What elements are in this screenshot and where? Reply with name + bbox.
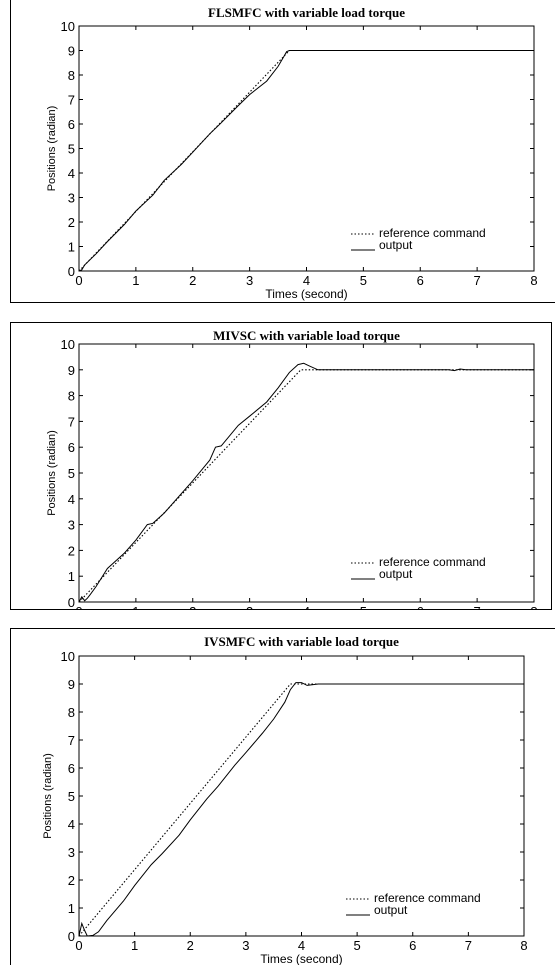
x-tick-label: 1 (131, 938, 138, 953)
x-axis-label: Times (second) (260, 952, 342, 965)
y-tick-label: 10 (61, 337, 75, 352)
y-tick-label: 0 (68, 929, 75, 944)
y-tick-label: 7 (68, 93, 75, 108)
chart-title: IVSMFC with variable load torque (204, 634, 399, 649)
legend-label: output (379, 567, 413, 581)
x-tick-label: 0 (75, 938, 82, 953)
chart-mivsc-panel: MIVSC with variable load torque 0 1 2 3 4 5 6 7 8… (10, 322, 552, 610)
x-tick-label: 5 (360, 604, 367, 609)
x-tick-label: 4 (298, 938, 305, 953)
y-tick-label: 10 (61, 19, 75, 34)
y-tick-label: 4 (68, 492, 75, 507)
y-axis-label: Positions (radian) (46, 430, 58, 516)
x-tick-label: 5 (360, 273, 367, 288)
y-tick-label: 5 (68, 466, 75, 481)
y-tick-label: 3 (68, 191, 75, 206)
series-line-output (78, 50, 534, 272)
y-tick-label: 9 (68, 44, 75, 59)
legend-label: output (374, 903, 408, 917)
y-tick-label: 0 (68, 264, 75, 279)
y-tick-label: 2 (68, 873, 75, 888)
x-tick-label: 7 (474, 273, 481, 288)
y-tick-label: 4 (68, 166, 75, 181)
x-tick-label: 6 (409, 938, 416, 953)
y-axis-label: Positions (radian) (46, 106, 58, 192)
chart-mivsc: MIVSC with variable load torque 0 1 2 3 4 5 6 7 8… (46, 328, 538, 609)
x-tick-label: 2 (189, 273, 196, 288)
x-tick-label: 0 (75, 273, 82, 288)
y-tick-label: 1 (68, 901, 75, 916)
y-tick-label: 6 (68, 440, 75, 455)
chart-title: FLSMFC with variable load torque (208, 5, 405, 20)
x-tick-label: 7 (465, 938, 472, 953)
y-tick-label: 6 (68, 117, 75, 132)
legend-label: reference command (379, 555, 486, 569)
x-tick-label: 3 (242, 938, 249, 953)
y-tick-label: 8 (68, 705, 75, 720)
x-tick-label: 8 (530, 273, 537, 288)
x-tick-label: 8 (530, 604, 537, 609)
y-tick-label: 3 (68, 845, 75, 860)
y-tick-label: 4 (68, 817, 75, 832)
y-axis-label: Positions (radian) (42, 753, 54, 839)
y-tick-label: 8 (68, 389, 75, 404)
series-line-reference (78, 683, 524, 937)
y-tick-label: 5 (68, 142, 75, 157)
x-tick-label: 6 (417, 604, 424, 609)
y-tick-label: 9 (68, 363, 75, 378)
y-tick-label: 6 (68, 761, 75, 776)
x-tick-label: 1 (132, 604, 139, 609)
y-tick-label: 2 (68, 215, 75, 230)
series-line-output (78, 682, 524, 937)
x-tick-label: 4 (303, 273, 310, 288)
y-tick-label: 7 (68, 414, 75, 429)
x-tick-label: 6 (417, 273, 424, 288)
x-tick-label: 5 (354, 938, 361, 953)
x-tick-label: 7 (474, 604, 481, 609)
y-tick-label: 0 (68, 595, 75, 609)
legend-label: output (379, 238, 413, 252)
x-tick-label: 4 (303, 604, 310, 609)
x-tick-label: 2 (187, 938, 194, 953)
y-tick-label: 2 (68, 543, 75, 558)
y-tick-label: 9 (68, 677, 75, 692)
chart-flsmfc: FLSMFC with variable load torque 0 1 2 3 4 5 6 7… (46, 5, 538, 301)
legend-label: reference command (374, 891, 481, 905)
chart-ivsmfc-panel: IVSMFC with variable load torque 0 1 2 3 4 5 6 7… (10, 628, 555, 965)
chart-title: MIVSC with variable load torque (213, 328, 400, 343)
y-tick-label: 3 (68, 518, 75, 533)
chart-flsmfc-panel: FLSMFC with variable load torque 0 1 2 3 4 5 6 7… (10, 0, 555, 303)
x-tick-label: 3 (246, 604, 253, 609)
y-tick-label: 8 (68, 68, 75, 83)
series-line-output (78, 362, 534, 603)
x-tick-label: 3 (246, 273, 253, 288)
y-tick-label: 5 (68, 789, 75, 804)
y-tick-label: 1 (68, 240, 75, 255)
x-tick-label: 2 (189, 604, 196, 609)
y-tick-label: 10 (61, 649, 75, 664)
chart-ivsmfc: IVSMFC with variable load torque 0 1 2 3 4 5 6 7… (42, 634, 528, 965)
y-tick-label: 7 (68, 733, 75, 748)
x-tick-label: 0 (75, 604, 82, 609)
legend-label: reference command (379, 226, 486, 240)
x-tick-label: 8 (520, 938, 527, 953)
x-tick-label: 1 (132, 273, 139, 288)
x-axis-label: Times (second) (265, 287, 347, 301)
y-tick-label: 1 (68, 569, 75, 584)
